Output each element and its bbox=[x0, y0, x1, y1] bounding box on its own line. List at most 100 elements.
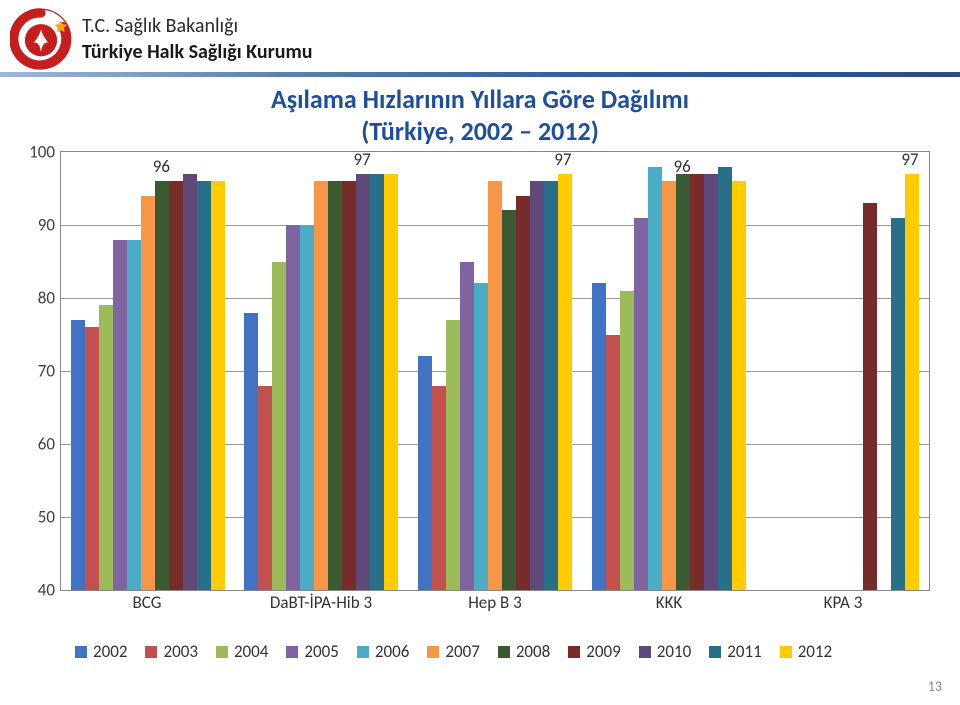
bar bbox=[113, 240, 127, 590]
legend-label: 2004 bbox=[234, 641, 268, 662]
legend-item: 2010 bbox=[639, 641, 691, 662]
legend-item: 2011 bbox=[709, 641, 761, 662]
x-axis: BCGDaBT-İPA-Hib 3Hep B 3KKKKPA 3 bbox=[60, 590, 930, 613]
legend-item: 2008 bbox=[498, 641, 550, 662]
bar bbox=[155, 181, 169, 590]
legend-item: 2009 bbox=[568, 641, 620, 662]
bar bbox=[905, 174, 919, 590]
x-axis-label: KKK bbox=[582, 590, 756, 613]
bar bbox=[85, 327, 99, 590]
bar bbox=[258, 386, 272, 590]
legend-item: 2003 bbox=[145, 641, 197, 662]
bar bbox=[314, 181, 328, 590]
x-axis-label: Hep B 3 bbox=[408, 590, 582, 613]
bar bbox=[718, 167, 732, 590]
bar bbox=[99, 305, 113, 590]
bar bbox=[516, 196, 530, 590]
legend-swatch bbox=[639, 646, 651, 658]
y-tick-label: 60 bbox=[25, 433, 55, 454]
header: T.C. Sağlık Bakanlığı Türkiye Halk Sağlı… bbox=[0, 0, 960, 70]
bar bbox=[648, 167, 662, 590]
bar bbox=[863, 203, 877, 590]
bar bbox=[488, 181, 502, 590]
legend-swatch bbox=[75, 646, 87, 658]
legend-label: 2009 bbox=[586, 641, 620, 662]
chart-title: Aşılama Hızlarının Yıllara Göre Dağılımı bbox=[0, 83, 960, 115]
page-number: 13 bbox=[928, 678, 942, 695]
bar bbox=[328, 181, 342, 590]
bar bbox=[211, 181, 225, 590]
bar bbox=[446, 320, 460, 590]
bar bbox=[141, 196, 155, 590]
legend-swatch bbox=[216, 646, 228, 658]
y-tick-label: 80 bbox=[25, 287, 55, 308]
legend-swatch bbox=[145, 646, 157, 658]
legend-swatch bbox=[357, 646, 369, 658]
bar bbox=[384, 174, 398, 590]
bar bbox=[676, 174, 690, 590]
header-divider bbox=[0, 72, 960, 77]
legend-item: 2007 bbox=[427, 641, 479, 662]
header-text: T.C. Sağlık Bakanlığı Türkiye Halk Sağlı… bbox=[82, 8, 312, 64]
chart-plot: 4050607080901009697979697 bbox=[60, 151, 930, 591]
legend-swatch bbox=[780, 646, 792, 658]
legend-label: 2008 bbox=[516, 641, 550, 662]
bar-group bbox=[235, 152, 409, 590]
y-tick-label: 70 bbox=[25, 361, 55, 382]
legend-item: 2012 bbox=[780, 641, 832, 662]
bar bbox=[356, 174, 370, 590]
ministry-logo bbox=[10, 8, 72, 70]
chart-area: 4050607080901009697979697 BCGDaBT-İPA-Hi… bbox=[60, 151, 930, 611]
legend-label: 2002 bbox=[93, 641, 127, 662]
bar-group bbox=[755, 152, 929, 590]
bar bbox=[272, 262, 286, 591]
x-axis-label: BCG bbox=[60, 590, 234, 613]
legend-label: 2010 bbox=[657, 641, 691, 662]
data-label: 97 bbox=[353, 149, 370, 170]
data-label: 96 bbox=[674, 156, 691, 177]
agency-name: Türkiye Halk Sağlığı Kurumu bbox=[82, 40, 312, 64]
legend-item: 2006 bbox=[357, 641, 409, 662]
bar bbox=[690, 174, 704, 590]
bar-group bbox=[61, 152, 235, 590]
bar bbox=[620, 291, 634, 590]
bar bbox=[432, 386, 446, 590]
x-axis-label: KPA 3 bbox=[756, 590, 930, 613]
bar bbox=[891, 218, 905, 590]
bar bbox=[342, 181, 356, 590]
bar bbox=[732, 181, 746, 590]
bar bbox=[530, 181, 544, 590]
bar bbox=[286, 225, 300, 590]
x-axis-label: DaBT-İPA-Hib 3 bbox=[234, 590, 408, 613]
legend-swatch bbox=[568, 646, 580, 658]
legend-label: 2006 bbox=[375, 641, 409, 662]
bar bbox=[370, 174, 384, 590]
y-tick-label: 40 bbox=[25, 580, 55, 601]
y-tick-label: 100 bbox=[25, 142, 55, 163]
y-tick-label: 50 bbox=[25, 507, 55, 528]
bar bbox=[634, 218, 648, 590]
bar bbox=[592, 283, 606, 590]
bars-row bbox=[61, 152, 929, 590]
legend: 2002 2003 2004 2005 2006 2007 2008 2009 2010 2011… bbox=[75, 641, 900, 662]
legend-swatch bbox=[709, 646, 721, 658]
data-label: 96 bbox=[153, 156, 170, 177]
bar bbox=[704, 174, 718, 590]
bar bbox=[544, 181, 558, 590]
legend-label: 2005 bbox=[304, 641, 338, 662]
bar bbox=[474, 283, 488, 590]
bar bbox=[244, 313, 258, 590]
legend-label: 2011 bbox=[727, 641, 761, 662]
bar bbox=[418, 356, 432, 590]
legend-item: 2004 bbox=[216, 641, 268, 662]
legend-item: 2002 bbox=[75, 641, 127, 662]
legend-swatch bbox=[286, 646, 298, 658]
legend-label: 2003 bbox=[163, 641, 197, 662]
bar bbox=[460, 262, 474, 591]
y-tick-label: 90 bbox=[25, 214, 55, 235]
bar bbox=[127, 240, 141, 590]
legend-item: 2005 bbox=[286, 641, 338, 662]
data-label: 97 bbox=[554, 149, 571, 170]
bar bbox=[558, 174, 572, 590]
bar bbox=[606, 335, 620, 591]
